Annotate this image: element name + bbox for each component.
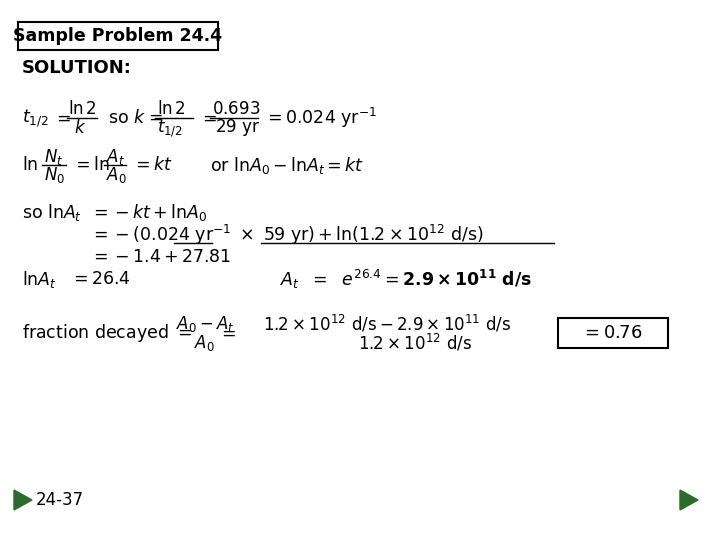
Text: $\ln 2$: $\ln 2$ bbox=[157, 100, 186, 118]
Text: SOLUTION:: SOLUTION: bbox=[22, 59, 132, 77]
Text: $= -kt + \ln\!A_0$: $= -kt + \ln\!A_0$ bbox=[90, 202, 207, 224]
Text: $\ln$: $\ln$ bbox=[22, 156, 38, 174]
Text: $= 0.024\ \mathrm{yr}^{-1}$: $= 0.024\ \mathrm{yr}^{-1}$ bbox=[264, 106, 377, 130]
Text: $= kt$: $= kt$ bbox=[132, 156, 173, 174]
Text: so $k$ =: so $k$ = bbox=[108, 109, 163, 127]
Text: $A_0$: $A_0$ bbox=[106, 165, 127, 185]
Text: $0.693$: $0.693$ bbox=[212, 100, 260, 118]
Text: $=$: $=$ bbox=[218, 324, 236, 342]
Text: $= -1.4 + 27.81$: $= -1.4 + 27.81$ bbox=[90, 248, 231, 266]
Text: $N_t$: $N_t$ bbox=[44, 147, 63, 167]
Text: $A_0 - A_t$: $A_0 - A_t$ bbox=[176, 314, 235, 334]
Text: Sample Problem 24.4: Sample Problem 24.4 bbox=[14, 27, 222, 45]
Text: $1.2\times10^{12}\ \mathrm{d/s}$: $1.2\times10^{12}\ \mathrm{d/s}$ bbox=[358, 333, 472, 354]
Text: $= 0.76$: $= 0.76$ bbox=[581, 324, 643, 342]
Text: $= 26.4$: $= 26.4$ bbox=[70, 270, 131, 288]
Text: $k$: $k$ bbox=[74, 119, 86, 137]
Text: $A_t\ \ =\ \ e^{26.4} = \mathbf{2.9\times10^{11}\ d/s}$: $A_t\ \ =\ \ e^{26.4} = \mathbf{2.9\time… bbox=[280, 267, 532, 291]
Text: $\ln\!A_t$: $\ln\!A_t$ bbox=[22, 268, 57, 289]
Text: $\ln 2$: $\ln 2$ bbox=[68, 100, 97, 118]
Text: $=$: $=$ bbox=[199, 109, 217, 127]
Text: $= \ln$: $= \ln$ bbox=[72, 156, 109, 174]
Text: $N_0$: $N_0$ bbox=[44, 165, 65, 185]
Text: $= -(0.024\ \mathrm{yr}^{-1}\ \times\ 59\ \mathrm{yr}) + \ln(1.2\times10^{12}\ \: $= -(0.024\ \mathrm{yr}^{-1}\ \times\ 59… bbox=[90, 223, 483, 247]
Text: $A_t$: $A_t$ bbox=[106, 147, 125, 167]
Text: $=$: $=$ bbox=[53, 109, 71, 127]
Text: $t_{1/2}$: $t_{1/2}$ bbox=[157, 117, 183, 139]
Text: fraction decayed $=$: fraction decayed $=$ bbox=[22, 322, 192, 344]
Text: 24-37: 24-37 bbox=[36, 491, 84, 509]
Text: so $\ln\!A_t$: so $\ln\!A_t$ bbox=[22, 202, 82, 224]
Text: $t_{1/2}$: $t_{1/2}$ bbox=[22, 107, 49, 129]
Polygon shape bbox=[14, 490, 32, 510]
Polygon shape bbox=[680, 490, 698, 510]
Text: $A_0$: $A_0$ bbox=[194, 333, 215, 353]
Text: $29\ \mathrm{yr}$: $29\ \mathrm{yr}$ bbox=[215, 118, 260, 138]
Text: $1.2\times10^{12}\ \mathrm{d/s} - 2.9\times10^{11}\ \mathrm{d/s}$: $1.2\times10^{12}\ \mathrm{d/s} - 2.9\ti… bbox=[263, 313, 511, 335]
Text: or $\ln\!A_0 - \ln\!A_t = kt$: or $\ln\!A_0 - \ln\!A_t = kt$ bbox=[210, 154, 364, 176]
